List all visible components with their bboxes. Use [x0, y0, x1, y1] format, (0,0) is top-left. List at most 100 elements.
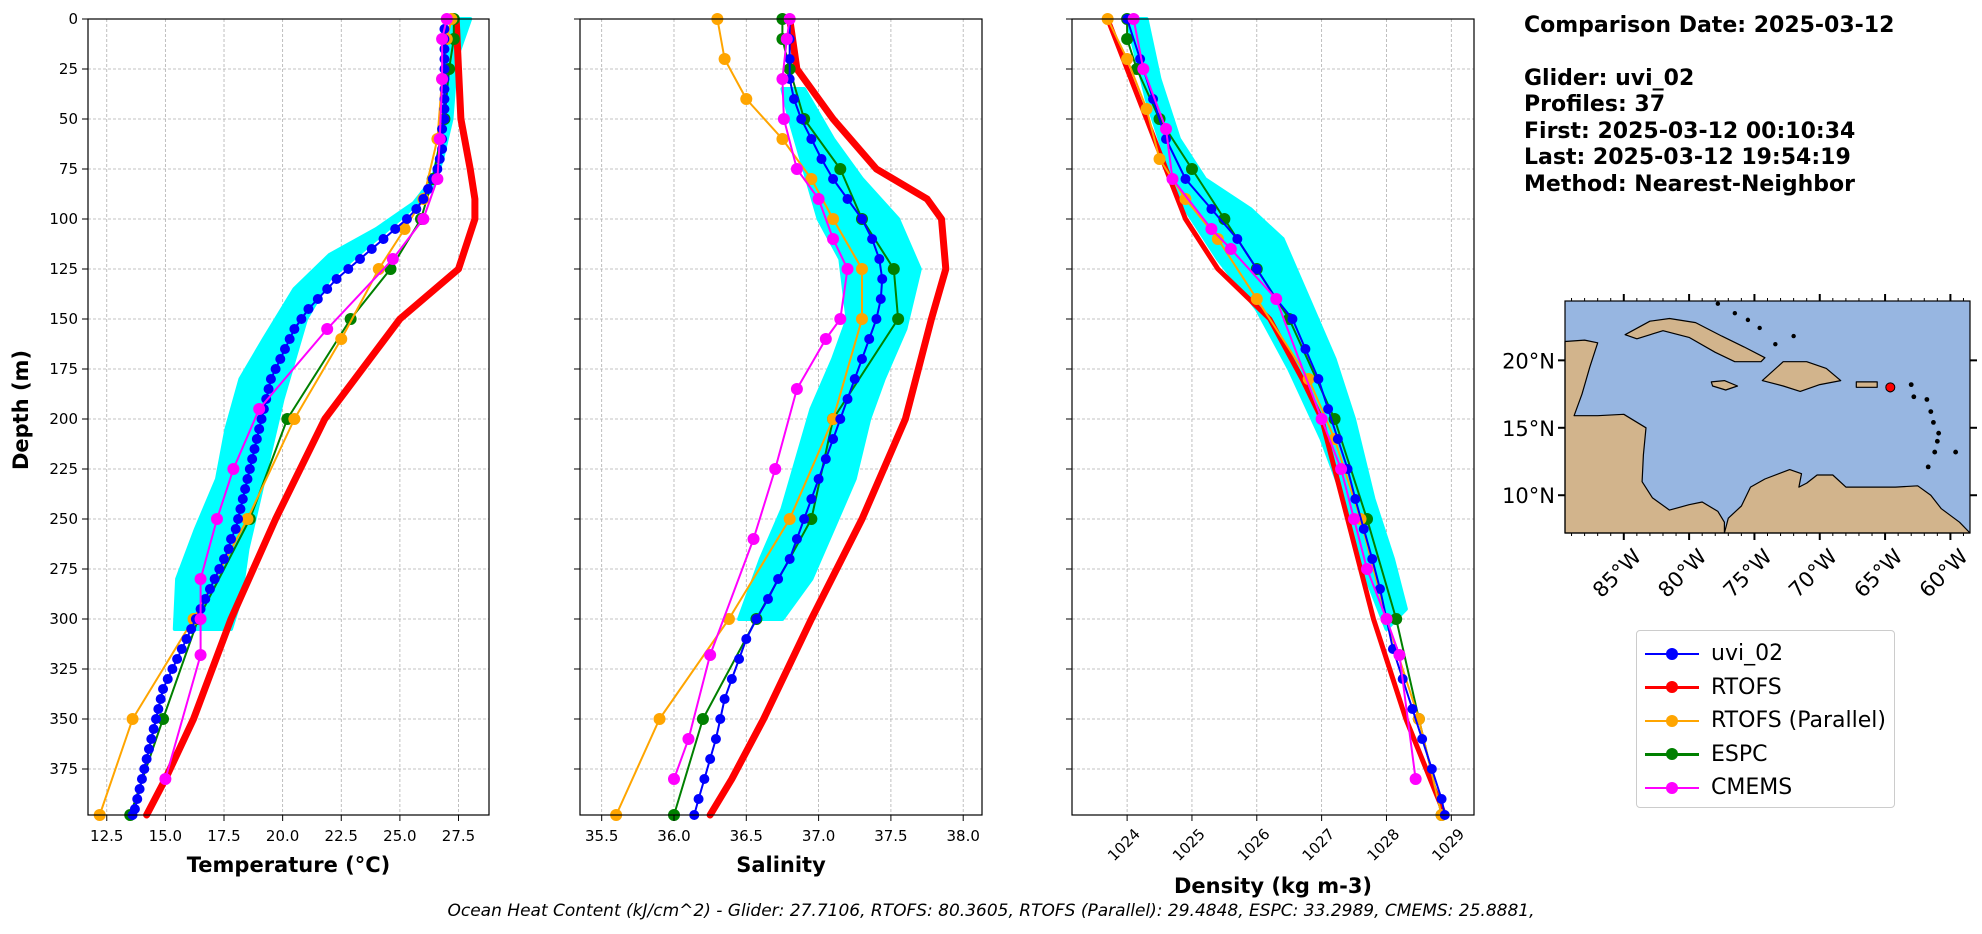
series-point-uvi-02	[256, 414, 267, 424]
series-point-uvi-02	[699, 774, 710, 784]
series-point-rtofs-parallel-	[740, 93, 753, 105]
series-point-uvi-02	[143, 744, 154, 754]
series-point-cmems	[1224, 243, 1237, 255]
x-tick-label: 1029	[1428, 825, 1468, 865]
series-point-cmems	[194, 613, 207, 625]
island-marker	[1925, 464, 1931, 470]
series-point-uvi-02	[303, 304, 314, 314]
series-point-uvi-02	[1300, 344, 1311, 354]
series-point-uvi-02	[284, 334, 295, 344]
x-axis-label: Density (kg m-3)	[1174, 874, 1372, 898]
series-point-uvi-02	[186, 624, 197, 634]
series-point-uvi-02	[849, 374, 860, 384]
series-point-uvi-02	[796, 114, 807, 124]
series-point-cmems	[1348, 513, 1361, 525]
salinity-profile-plot: 35.5 36.0 36.5 37.0 37.5 38.0 Salinity	[574, 13, 983, 877]
series-point-espc	[834, 163, 847, 175]
legend-label-cmems: CMEMS	[1711, 775, 1793, 801]
series-point-uvi-02	[1287, 314, 1298, 324]
series-point-cmems	[1137, 63, 1150, 75]
series-point-uvi-02	[401, 214, 412, 224]
series-point-uvi-02	[816, 154, 827, 164]
series-point-uvi-02	[151, 714, 162, 724]
series-point-rtofs-parallel-	[1211, 233, 1224, 245]
series-point-espc	[1121, 33, 1134, 45]
series-point-cmems	[776, 73, 789, 85]
y-tick-label: 250	[49, 510, 78, 528]
series-point-uvi-02	[789, 94, 800, 104]
series-point-cmems	[436, 33, 449, 45]
series-point-cmems	[194, 649, 207, 661]
series-point-uvi-02	[331, 274, 342, 284]
island-marker	[1715, 301, 1721, 306]
ocean-heat-content-caption: Ocean Heat Content (kJ/cm^2) - Glider: 2…	[447, 901, 1535, 921]
x-tick-label: 36.5	[730, 827, 763, 845]
series-point-uvi-02	[240, 484, 251, 494]
map-lon-label: 60°W	[1915, 544, 1973, 602]
series-point-uvi-02	[214, 564, 225, 574]
x-tick-label: 36.0	[657, 827, 690, 845]
series-point-uvi-02	[710, 734, 721, 744]
series-point-uvi-02	[705, 754, 716, 764]
series-point-cmems	[194, 573, 207, 585]
series-point-uvi-02	[265, 374, 276, 384]
series-point-uvi-02	[734, 654, 745, 664]
series-point-cmems	[1380, 613, 1393, 625]
series-point-uvi-02	[141, 754, 152, 764]
legend-label-espc: ESPC	[1711, 741, 1768, 767]
series-point-uvi-02	[242, 474, 253, 484]
y-tick-label: 125	[49, 260, 78, 278]
series-point-rtofs-parallel-	[1153, 153, 1166, 165]
series-point-uvi-02	[279, 344, 290, 354]
island-marker	[1936, 430, 1942, 436]
series-point-rtofs-parallel-	[855, 263, 868, 275]
series-point-uvi-02	[856, 214, 867, 224]
y-tick-label: 200	[49, 410, 78, 428]
series-point-uvi-02	[176, 644, 187, 654]
series-point-uvi-02	[155, 694, 166, 704]
series-point-rtofs-parallel-	[398, 223, 411, 235]
series-point-uvi-02	[134, 784, 145, 794]
series-point-cmems	[210, 513, 223, 525]
series-point-uvi-02	[1350, 494, 1361, 504]
island-marker	[1928, 409, 1934, 415]
y-tick-label: 100	[49, 210, 78, 228]
series-point-uvi-02	[791, 534, 802, 544]
series-point-uvi-02	[237, 494, 248, 504]
x-tick-label: 25.0	[383, 827, 416, 845]
y-tick-label: 375	[49, 760, 78, 778]
legend-label-rtofs: RTOFS	[1711, 674, 1782, 700]
series-point-uvi-02	[1313, 374, 1324, 384]
series-point-uvi-02	[828, 434, 839, 444]
y-tick-label: 225	[49, 460, 78, 478]
series-point-rtofs-parallel-	[783, 513, 796, 525]
series-point-uvi-02	[1367, 554, 1378, 564]
series-point-uvi-02	[312, 294, 323, 304]
series-point-uvi-02	[230, 524, 241, 534]
island-marker	[1745, 317, 1751, 323]
series-point-uvi-02	[693, 794, 704, 804]
series-point-uvi-02	[439, 64, 450, 74]
legend-item-rtofs-parallel: RTOFS (Parallel)	[1645, 704, 1886, 738]
series-point-uvi-02	[158, 684, 169, 694]
series-point-uvi-02	[1374, 584, 1385, 594]
series-point-cmems	[682, 733, 695, 745]
series-point-uvi-02	[275, 354, 286, 364]
series-point-uvi-02	[439, 54, 450, 64]
series-point-uvi-02	[167, 664, 178, 674]
series-point-uvi-02	[1251, 264, 1262, 274]
y-tick-label: 75	[59, 160, 78, 178]
legend-swatch-uvi-02	[1645, 642, 1699, 666]
series-point-cmems	[834, 313, 847, 325]
series-point-cmems	[704, 649, 717, 661]
series-point-cmems	[769, 463, 782, 475]
series-point-uvi-02	[233, 514, 244, 524]
series-point-uvi-02	[1232, 234, 1243, 244]
series-point-cmems	[780, 33, 793, 45]
y-tick-label: 0	[68, 10, 78, 28]
series-point-cmems	[1393, 649, 1406, 661]
series-point-cmems	[790, 163, 803, 175]
x-tick-label: 1027	[1299, 825, 1339, 865]
puerto-rico-landmass	[1855, 381, 1878, 388]
series-point-uvi-02	[773, 574, 784, 584]
